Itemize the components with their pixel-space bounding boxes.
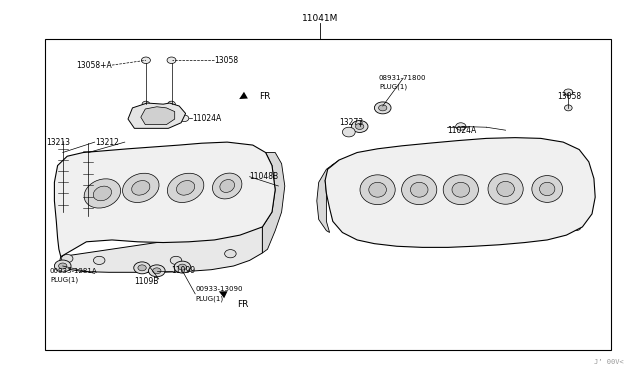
Ellipse shape bbox=[564, 105, 572, 111]
Text: FR: FR bbox=[237, 300, 248, 309]
Ellipse shape bbox=[136, 153, 146, 160]
Text: 13058: 13058 bbox=[214, 56, 239, 65]
Ellipse shape bbox=[331, 164, 341, 171]
Ellipse shape bbox=[571, 223, 581, 231]
Ellipse shape bbox=[331, 199, 341, 206]
Ellipse shape bbox=[568, 199, 578, 206]
Ellipse shape bbox=[241, 212, 252, 219]
Ellipse shape bbox=[351, 121, 368, 132]
Ellipse shape bbox=[93, 186, 111, 201]
Ellipse shape bbox=[456, 123, 466, 130]
Ellipse shape bbox=[93, 256, 105, 264]
Ellipse shape bbox=[225, 250, 236, 258]
Ellipse shape bbox=[138, 265, 147, 271]
Ellipse shape bbox=[369, 182, 387, 197]
Ellipse shape bbox=[177, 180, 195, 195]
Bar bbox=[45, 39, 611, 350]
Ellipse shape bbox=[148, 265, 165, 277]
Ellipse shape bbox=[564, 89, 573, 96]
Ellipse shape bbox=[452, 182, 470, 197]
Ellipse shape bbox=[62, 203, 72, 210]
Text: PLUG(1): PLUG(1) bbox=[50, 276, 78, 283]
Ellipse shape bbox=[488, 145, 498, 153]
Polygon shape bbox=[54, 142, 275, 257]
Text: 11048B: 11048B bbox=[250, 172, 279, 181]
Polygon shape bbox=[317, 160, 339, 232]
Ellipse shape bbox=[360, 175, 396, 205]
Ellipse shape bbox=[244, 169, 255, 177]
Ellipse shape bbox=[168, 101, 175, 107]
Ellipse shape bbox=[167, 173, 204, 202]
Text: 13213: 13213 bbox=[46, 138, 70, 147]
Text: 00933-1281A: 00933-1281A bbox=[50, 268, 97, 274]
Ellipse shape bbox=[356, 124, 364, 129]
Ellipse shape bbox=[532, 176, 563, 202]
Text: 1109B: 1109B bbox=[134, 278, 159, 286]
Polygon shape bbox=[59, 227, 262, 272]
Text: 08931-71800: 08931-71800 bbox=[379, 75, 426, 81]
Ellipse shape bbox=[342, 127, 355, 137]
Ellipse shape bbox=[174, 261, 191, 273]
Ellipse shape bbox=[178, 264, 187, 270]
Ellipse shape bbox=[378, 105, 387, 111]
Ellipse shape bbox=[170, 256, 182, 264]
Ellipse shape bbox=[488, 174, 524, 204]
Ellipse shape bbox=[220, 180, 234, 192]
Text: FR: FR bbox=[259, 92, 271, 101]
Ellipse shape bbox=[410, 182, 428, 197]
Ellipse shape bbox=[374, 102, 391, 114]
Text: 13058: 13058 bbox=[557, 92, 581, 101]
Text: 11099: 11099 bbox=[172, 266, 196, 275]
Polygon shape bbox=[128, 103, 186, 128]
Ellipse shape bbox=[132, 180, 150, 195]
Ellipse shape bbox=[411, 145, 421, 153]
Polygon shape bbox=[325, 138, 595, 247]
Ellipse shape bbox=[540, 182, 555, 196]
Ellipse shape bbox=[494, 236, 504, 243]
Ellipse shape bbox=[167, 57, 176, 64]
Ellipse shape bbox=[59, 263, 67, 269]
Ellipse shape bbox=[61, 254, 73, 263]
Ellipse shape bbox=[193, 153, 204, 161]
Text: 11024A: 11024A bbox=[447, 126, 476, 135]
Text: PLUG(1): PLUG(1) bbox=[379, 84, 407, 90]
Ellipse shape bbox=[449, 237, 460, 245]
Ellipse shape bbox=[122, 173, 159, 202]
Ellipse shape bbox=[363, 234, 373, 241]
Text: 13212: 13212 bbox=[95, 138, 118, 147]
Ellipse shape bbox=[141, 57, 150, 64]
Ellipse shape bbox=[402, 175, 437, 205]
Ellipse shape bbox=[134, 262, 150, 274]
Ellipse shape bbox=[64, 167, 74, 175]
Text: PLUG(1): PLUG(1) bbox=[195, 295, 223, 302]
Text: J’ 00V<: J’ 00V< bbox=[595, 359, 624, 365]
Ellipse shape bbox=[84, 179, 121, 208]
Ellipse shape bbox=[142, 101, 150, 107]
Polygon shape bbox=[262, 153, 285, 253]
Text: 13058+A: 13058+A bbox=[76, 61, 112, 70]
Text: 00933-13090: 00933-13090 bbox=[195, 286, 243, 292]
Text: 11041M: 11041M bbox=[302, 14, 338, 23]
Ellipse shape bbox=[497, 182, 515, 196]
Ellipse shape bbox=[180, 115, 189, 122]
Ellipse shape bbox=[212, 173, 242, 199]
Polygon shape bbox=[141, 107, 175, 125]
Ellipse shape bbox=[404, 237, 415, 245]
Ellipse shape bbox=[153, 268, 161, 274]
Text: 13273: 13273 bbox=[339, 118, 364, 126]
Text: 11024A: 11024A bbox=[192, 114, 221, 123]
Ellipse shape bbox=[568, 160, 578, 167]
Ellipse shape bbox=[54, 260, 71, 272]
Ellipse shape bbox=[539, 231, 549, 239]
Ellipse shape bbox=[443, 175, 479, 205]
